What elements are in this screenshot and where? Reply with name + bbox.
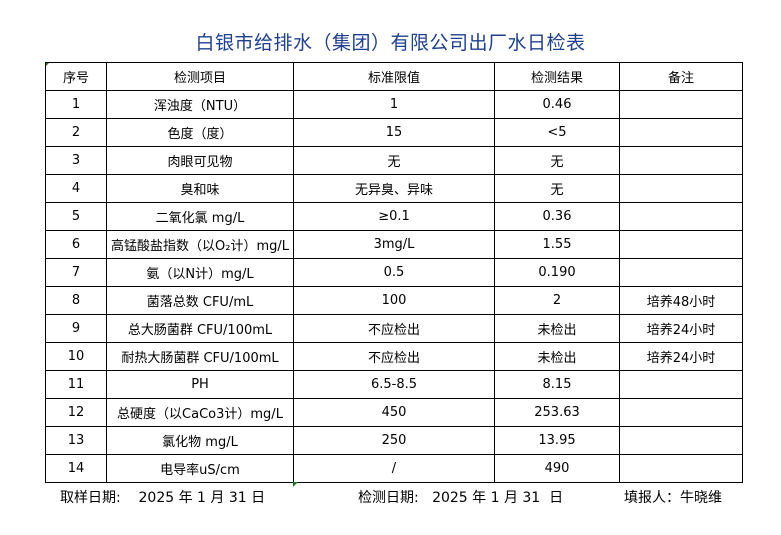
cell-item: 臭和味 bbox=[106, 174, 294, 203]
cell-remark bbox=[619, 454, 743, 483]
cell-result: 490 bbox=[494, 454, 620, 483]
cell-item: 氯化物 mg/L bbox=[106, 426, 294, 455]
cell-item: 耐热大肠菌群 CFU/100mL bbox=[106, 342, 294, 371]
cell-remark bbox=[619, 202, 743, 231]
header-limit: 标准限值 bbox=[293, 62, 495, 91]
cell-result: 未检出 bbox=[494, 314, 620, 343]
table-row: 7 氨（以N计）mg/L 0.5 0.190 bbox=[45, 258, 743, 287]
cell-result: 1.55 bbox=[494, 230, 620, 259]
cell-item: 氨（以N计）mg/L bbox=[106, 258, 294, 287]
table-row: 6 高锰酸盐指数（以O₂计）mg/L 3mg/L 1.55 bbox=[45, 230, 743, 259]
cell-remark bbox=[619, 146, 743, 175]
table-row: 5 二氧化氯 mg/L ≥0.1 0.36 bbox=[45, 202, 743, 231]
cell-item: 菌落总数 CFU/mL bbox=[106, 286, 294, 315]
cell-limit: 0.5 bbox=[293, 258, 495, 287]
cell-limit: 1 bbox=[293, 90, 495, 119]
cell-item: 总大肠菌群 CFU/100mL bbox=[106, 314, 294, 343]
cell-limit: 450 bbox=[293, 398, 495, 427]
table-row: 12 总硬度（以CaCo3计）mg/L 450 253.63 bbox=[45, 398, 743, 427]
cell-marker bbox=[293, 482, 298, 487]
cell-result: <5 bbox=[494, 118, 620, 147]
cell-remark bbox=[619, 426, 743, 455]
cell-limit: 不应检出 bbox=[293, 342, 495, 371]
table-row: 9 总大肠菌群 CFU/100mL 不应检出 未检出 培养24小时 bbox=[45, 314, 743, 343]
table-row: 14 电导率uS/cm/490 bbox=[45, 454, 743, 483]
cell-remark: 培养48小时 bbox=[619, 286, 743, 315]
header-index: 序号 bbox=[45, 62, 107, 91]
cell-result: 0.36 bbox=[494, 202, 620, 231]
cell-index: 6 bbox=[45, 230, 107, 259]
cell-limit: 100 bbox=[293, 286, 495, 315]
cell-result: 无 bbox=[494, 174, 620, 203]
cell-index: 3 bbox=[45, 146, 107, 175]
cell-limit: 不应检出 bbox=[293, 314, 495, 343]
cell-result: 0.46 bbox=[494, 90, 620, 119]
header-row: 序号 检测项目 标准限值 检测结果 备注 bbox=[45, 62, 743, 91]
table-row: 2 色度（度） 15 <5 bbox=[45, 118, 743, 147]
cell-limit: 无 bbox=[293, 146, 495, 175]
cell-remark bbox=[619, 90, 743, 119]
cell-item: 电导率uS/cm bbox=[106, 454, 294, 483]
cell-remark: 培养24小时 bbox=[619, 342, 743, 371]
inspection-table: 序号 检测项目 标准限值 检测结果 备注 1 浑浊度（NTU） 1 0.46 2 色度（度） 15 <5… bbox=[45, 62, 743, 483]
table-row: 1 浑浊度（NTU） 1 0.46 bbox=[45, 90, 743, 119]
cell-limit: 无异臭、异味 bbox=[293, 174, 495, 203]
cell-result: 253.63 bbox=[494, 398, 620, 427]
cell-index: 11 bbox=[45, 370, 107, 399]
cell-result: 8.15 bbox=[494, 370, 620, 399]
cell-limit: / bbox=[293, 454, 495, 483]
reporter: 填报人：牛晓维 bbox=[624, 490, 722, 506]
cell-remark bbox=[619, 230, 743, 259]
page-title: 白银市给排水（集团）有限公司出厂水日检表 bbox=[195, 32, 586, 54]
cell-remark bbox=[619, 370, 743, 399]
cell-index: 14 bbox=[45, 454, 107, 483]
table-row: 4 臭和味 无异臭、异味无 bbox=[45, 174, 743, 203]
cell-remark bbox=[619, 118, 743, 147]
cell-index: 4 bbox=[45, 174, 107, 203]
cell-index: 7 bbox=[45, 258, 107, 287]
cell-index: 1 bbox=[45, 90, 107, 119]
cell-remark: 培养24小时 bbox=[619, 314, 743, 343]
sampling-date: 取样日期: 2025 年 1 月 31 日 bbox=[60, 490, 266, 506]
cell-item: 色度（度） bbox=[106, 118, 294, 147]
test-date: 检测日期: 2025 年 1 月 31 日 bbox=[358, 490, 564, 506]
cell-item: 肉眼可见物 bbox=[106, 146, 294, 175]
cell-item: 浑浊度（NTU） bbox=[106, 90, 294, 119]
cell-item: 二氧化氯 mg/L bbox=[106, 202, 294, 231]
header-item: 检测项目 bbox=[106, 62, 294, 91]
cell-remark bbox=[619, 398, 743, 427]
cell-index: 10 bbox=[45, 342, 107, 371]
cell-index: 2 bbox=[45, 118, 107, 147]
cell-index: 12 bbox=[45, 398, 107, 427]
table-row: 11 PH 6.5-8.5 8.15 bbox=[45, 370, 743, 399]
cell-index: 13 bbox=[45, 426, 107, 455]
cell-result: 无 bbox=[494, 146, 620, 175]
cell-remark bbox=[619, 258, 743, 287]
cell-result: 2 bbox=[494, 286, 620, 315]
cell-result: 未检出 bbox=[494, 342, 620, 371]
table-row: 3 肉眼可见物无无 bbox=[45, 146, 743, 175]
cell-limit: 3mg/L bbox=[293, 230, 495, 259]
cell-limit: 250 bbox=[293, 426, 495, 455]
cell-limit: ≥0.1 bbox=[293, 202, 495, 231]
cell-item: 总硬度（以CaCo3计）mg/L bbox=[106, 398, 294, 427]
cell-result: 13.95 bbox=[494, 426, 620, 455]
cell-limit: 15 bbox=[293, 118, 495, 147]
table-row: 8 菌落总数 CFU/mL 100 2 培养48小时 bbox=[45, 286, 743, 315]
cell-item: PH bbox=[106, 370, 294, 399]
cell-index: 8 bbox=[45, 286, 107, 315]
cell-index: 9 bbox=[45, 314, 107, 343]
cell-remark bbox=[619, 174, 743, 203]
cell-result: 0.190 bbox=[494, 258, 620, 287]
header-remark: 备注 bbox=[619, 62, 743, 91]
cell-limit: 6.5-8.5 bbox=[293, 370, 495, 399]
cell-item: 高锰酸盐指数（以O₂计）mg/L bbox=[106, 230, 294, 259]
table-row: 10 耐热大肠菌群 CFU/100mL 不应检出 未检出 培养24小时 bbox=[45, 342, 743, 371]
header-result: 检测结果 bbox=[494, 62, 620, 91]
table-row: 13 氯化物 mg/L 250 13.95 bbox=[45, 426, 743, 455]
cell-index: 5 bbox=[45, 202, 107, 231]
